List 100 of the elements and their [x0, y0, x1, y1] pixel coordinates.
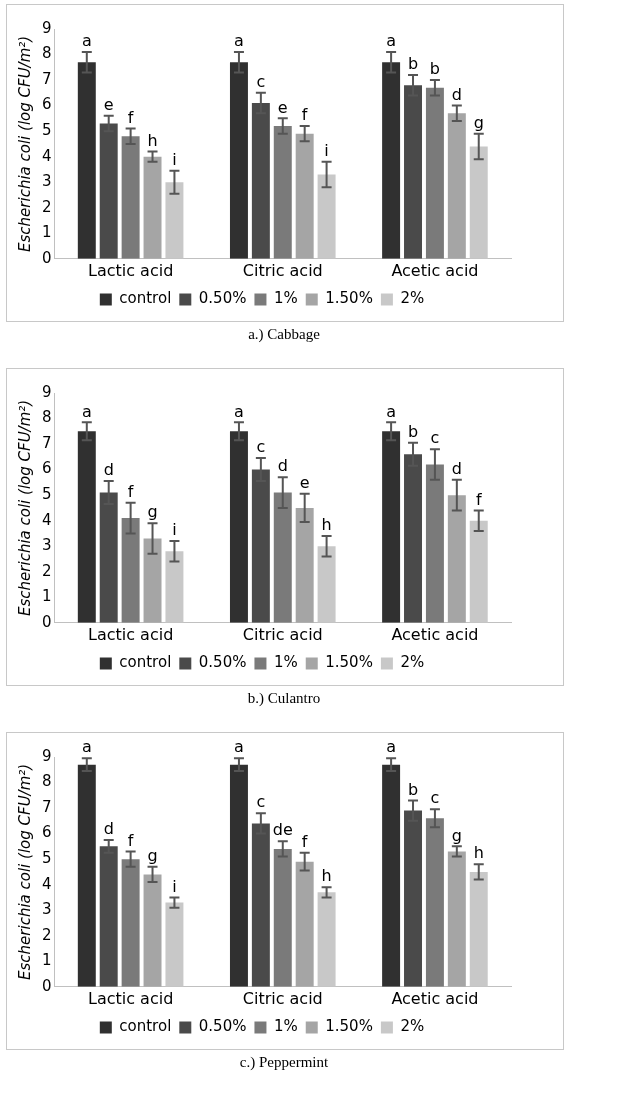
x-tick-label: Lactic acid: [87, 624, 174, 644]
text: a.) Cabbage: [247, 326, 321, 343]
x-tick-label: Lactic acid: [87, 260, 174, 280]
y-tick-label: 8: [42, 44, 52, 63]
data-label: c: [256, 792, 266, 812]
y-tick-label: 9: [42, 382, 52, 401]
y-tick-label: 6: [42, 823, 52, 842]
y-tick-label: 3: [42, 172, 52, 191]
y-tick-label: 0: [42, 976, 52, 995]
data-label: c: [256, 71, 266, 91]
y-tick-label: 1: [42, 223, 52, 242]
data-label: f: [127, 481, 134, 501]
legend-label: 1.50%: [325, 289, 373, 308]
data-label: b: [407, 421, 419, 441]
data-label: a: [386, 401, 397, 421]
data-label: h: [473, 843, 484, 863]
legend-label: 2%: [400, 289, 425, 308]
y-tick-label: 0: [42, 248, 52, 267]
text: b.) Culantro: [246, 690, 322, 707]
y-tick-label: 8: [42, 408, 52, 427]
legend-label: 0.50%: [198, 289, 247, 308]
legend-label: 2%: [400, 1017, 425, 1036]
y-tick-label: 1: [42, 587, 52, 606]
legend-label: 1%: [273, 653, 298, 672]
data-label: e: [299, 473, 310, 493]
legend-label: control: [119, 289, 172, 308]
y-tick-label: 2: [42, 925, 52, 944]
y-tick-label: 3: [42, 536, 52, 555]
data-label: f: [475, 489, 482, 509]
data-label: e: [277, 97, 288, 117]
legend-label: 0.50%: [198, 1017, 247, 1036]
data-label: d: [277, 456, 288, 476]
y-tick-label: 5: [42, 849, 52, 868]
legend-label: 2%: [400, 653, 425, 672]
data-label: i: [172, 876, 177, 896]
legend-label: 1%: [273, 1017, 298, 1036]
data-label: de: [272, 820, 293, 840]
legend-label: 0.50%: [198, 653, 247, 672]
data-label: f: [301, 831, 308, 851]
data-label: e: [103, 94, 114, 114]
data-label: h: [321, 515, 332, 535]
data-label: d: [103, 819, 114, 839]
data-label: h: [321, 866, 332, 886]
y-tick-label: 7: [42, 69, 52, 88]
data-label: a: [81, 31, 92, 51]
text: c.) Peppermint: [238, 1054, 330, 1071]
x-tick-label: Citric acid: [242, 624, 323, 644]
data-label: c: [256, 437, 266, 457]
y-tick-label: 5: [42, 121, 52, 140]
data-label: g: [147, 845, 158, 865]
data-label: d: [451, 84, 462, 104]
data-label: h: [147, 130, 158, 150]
data-label: f: [127, 107, 134, 127]
y-tick-label: 9: [42, 746, 52, 765]
data-label: a: [234, 401, 244, 421]
data-label: c: [430, 428, 440, 448]
x-tick-label: Acetic acid: [391, 624, 479, 644]
legend-label: 1.50%: [325, 1017, 373, 1036]
data-label: a: [386, 31, 397, 51]
x-tick-label: Citric acid: [242, 988, 323, 1008]
data-label: d: [451, 458, 462, 478]
y-tick-label: 4: [42, 146, 52, 165]
y-axis-title: Escherichia coli (log CFU/m²): [15, 399, 34, 616]
data-label: b: [407, 779, 419, 799]
data-label: a: [81, 737, 92, 757]
legend-label: control: [119, 1017, 172, 1036]
data-label: f: [127, 830, 134, 850]
y-tick-label: 1: [42, 951, 52, 970]
data-label: a: [234, 737, 244, 757]
x-tick-label: Acetic acid: [391, 260, 479, 280]
y-tick-label: 6: [42, 459, 52, 478]
data-label: d: [103, 460, 114, 480]
data-label: g: [473, 112, 484, 132]
y-tick-label: 6: [42, 95, 52, 114]
legend-label: 1.50%: [325, 653, 373, 672]
y-tick-label: 5: [42, 485, 52, 504]
data-label: i: [172, 520, 177, 540]
data-label: i: [324, 140, 329, 160]
data-label: i: [172, 149, 177, 169]
y-tick-label: 2: [42, 197, 52, 216]
y-axis-title: Escherichia coli (log CFU/m²): [15, 35, 34, 252]
data-label: b: [429, 59, 440, 79]
x-tick-label: Acetic acid: [391, 988, 479, 1008]
data-label: a: [234, 31, 244, 51]
data-label: b: [407, 54, 419, 74]
data-label: a: [81, 401, 92, 421]
y-tick-label: 0: [42, 612, 52, 631]
y-tick-label: 7: [42, 433, 52, 452]
x-tick-label: Citric acid: [242, 260, 323, 280]
y-tick-label: 9: [42, 18, 52, 37]
y-tick-label: 7: [42, 797, 52, 816]
data-label: f: [301, 105, 308, 125]
y-axis-title: Escherichia coli (log CFU/m²): [15, 763, 34, 980]
legend-label: control: [119, 653, 172, 672]
y-tick-label: 4: [42, 510, 52, 529]
data-label: c: [430, 788, 440, 808]
data-label: a: [386, 737, 397, 757]
legend-label: 1%: [273, 289, 298, 308]
y-tick-label: 4: [42, 874, 52, 893]
x-tick-label: Lactic acid: [87, 988, 174, 1008]
